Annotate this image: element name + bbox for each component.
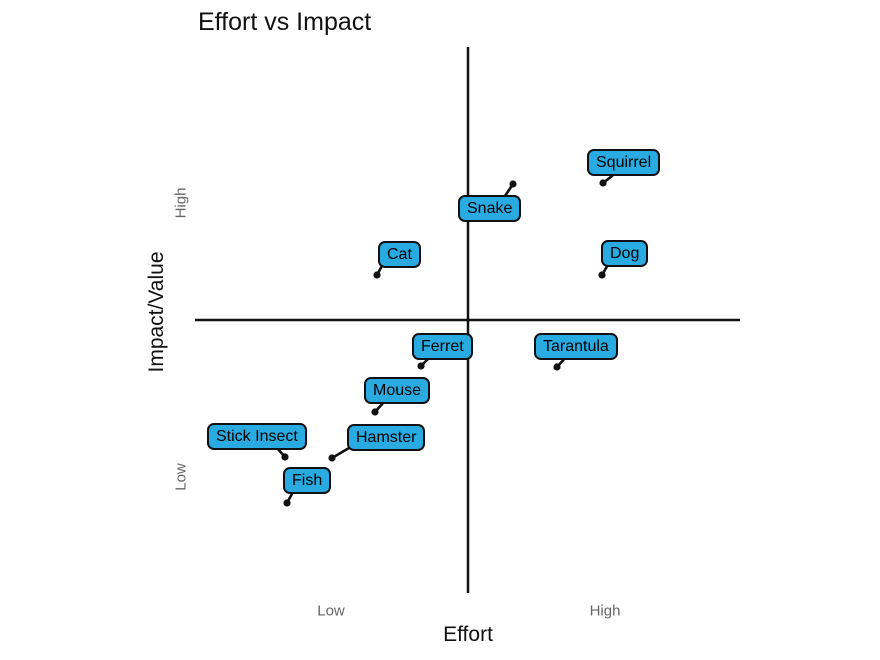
callout-mouse: Mouse xyxy=(364,377,431,404)
x-tick-high: High xyxy=(589,602,621,620)
point-dot-cat xyxy=(373,271,381,279)
y-tick-high: High xyxy=(172,187,190,219)
callout-fish: Fish xyxy=(283,467,332,494)
y-axis-label: Impact/Value xyxy=(145,251,168,373)
callout-hamster: Hamster xyxy=(347,424,426,451)
point-dot-dog xyxy=(598,271,606,279)
point-dot-mouse xyxy=(371,408,379,416)
point-dot-fish xyxy=(283,499,291,507)
chart-title: Effort vs Impact xyxy=(198,8,372,36)
y-tick-low: Low xyxy=(172,463,190,491)
callout-dog: Dog xyxy=(601,240,649,267)
x-axis-label: Effort xyxy=(443,623,493,646)
callout-stick-insect: Stick Insect xyxy=(207,423,307,450)
point-dot-snake xyxy=(509,180,517,188)
callout-tarantula: Tarantula xyxy=(534,333,618,360)
point-dot-hamster xyxy=(328,454,336,462)
point-dot-stick-insect xyxy=(281,453,289,461)
callout-squirrel: Squirrel xyxy=(587,149,661,176)
callout-snake: Snake xyxy=(458,195,522,222)
callout-ferret: Ferret xyxy=(412,333,473,360)
point-dot-squirrel xyxy=(599,179,607,187)
x-tick-low: Low xyxy=(317,602,345,620)
callout-cat: Cat xyxy=(378,241,421,268)
point-dot-ferret xyxy=(417,362,425,370)
point-dot-tarantula xyxy=(553,363,561,371)
